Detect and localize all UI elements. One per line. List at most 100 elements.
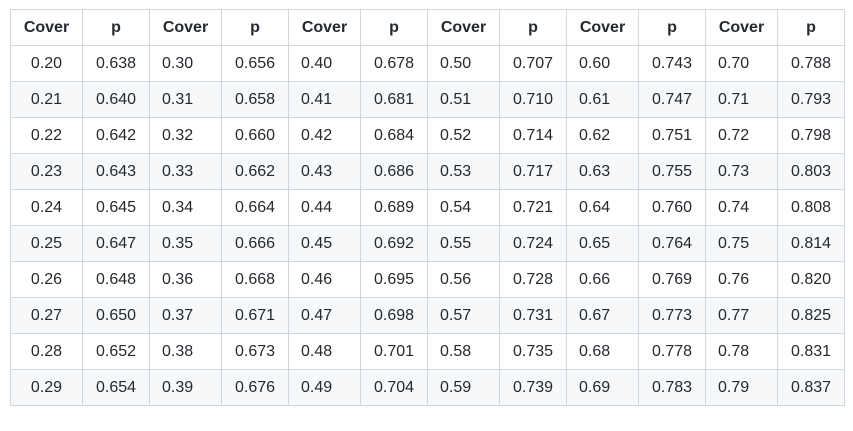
p-cell: 0.658 [221,81,289,118]
cover-cell: 0.57 [427,297,500,334]
p-cell: 0.721 [499,189,567,226]
cover-cell: 0.67 [566,297,639,334]
p-cell: 0.648 [82,261,150,298]
p-cell: 0.798 [777,117,845,154]
table-row: 0.26 0.648 0.36 0.668 0.46 0.695 0.56 0.728 0.66… [10,261,845,298]
cover-cell: 0.78 [705,333,778,370]
p-cell: 0.643 [82,153,150,190]
cover-cell: 0.44 [288,189,361,226]
p-cell: 0.735 [499,333,567,370]
cover-cell: 0.35 [149,225,222,262]
header-p: p [777,9,845,46]
cover-cell: 0.68 [566,333,639,370]
cover-cell: 0.66 [566,261,639,298]
p-cell: 0.743 [638,45,706,82]
cover-cell: 0.62 [566,117,639,154]
cover-cell: 0.73 [705,153,778,190]
cover-cell: 0.70 [705,45,778,82]
cover-cell: 0.36 [149,261,222,298]
p-cell: 0.707 [499,45,567,82]
table-row: 0.21 0.640 0.31 0.658 0.41 0.681 0.51 0.710 0.61… [10,81,845,118]
cover-cell: 0.61 [566,81,639,118]
header-cover: Cover [427,9,500,46]
p-cell: 0.678 [360,45,428,82]
cover-cell: 0.43 [288,153,361,190]
cover-cell: 0.38 [149,333,222,370]
p-cell: 0.701 [360,333,428,370]
cover-cell: 0.56 [427,261,500,298]
cover-cell: 0.55 [427,225,500,262]
p-cell: 0.831 [777,333,845,370]
table-body: 0.20 0.638 0.30 0.656 0.40 0.678 0.50 0.707 0.60… [10,45,845,406]
cover-cell: 0.33 [149,153,222,190]
p-cell: 0.660 [221,117,289,154]
p-cell: 0.788 [777,45,845,82]
cover-cell: 0.48 [288,333,361,370]
table-row: 0.25 0.647 0.35 0.666 0.45 0.692 0.55 0.724 0.65… [10,225,845,262]
p-cell: 0.773 [638,297,706,334]
p-cell: 0.695 [360,261,428,298]
table-row: 0.23 0.643 0.33 0.662 0.43 0.686 0.53 0.717 0.63… [10,153,845,190]
p-cell: 0.728 [499,261,567,298]
p-cell: 0.654 [82,369,150,406]
table-row: 0.22 0.642 0.32 0.660 0.42 0.684 0.52 0.714 0.62… [10,117,845,154]
p-cell: 0.825 [777,297,845,334]
header-cover: Cover [705,9,778,46]
cover-cell: 0.77 [705,297,778,334]
p-cell: 0.793 [777,81,845,118]
p-cell: 0.731 [499,297,567,334]
cover-cell: 0.71 [705,81,778,118]
p-cell: 0.692 [360,225,428,262]
table-row: 0.24 0.645 0.34 0.664 0.44 0.689 0.54 0.721 0.64… [10,189,845,226]
p-cell: 0.724 [499,225,567,262]
p-cell: 0.814 [777,225,845,262]
cover-cell: 0.27 [10,297,83,334]
p-cell: 0.783 [638,369,706,406]
p-cell: 0.704 [360,369,428,406]
p-cell: 0.650 [82,297,150,334]
p-cell: 0.652 [82,333,150,370]
p-cell: 0.710 [499,81,567,118]
p-cell: 0.747 [638,81,706,118]
p-cell: 0.642 [82,117,150,154]
cover-cell: 0.53 [427,153,500,190]
header-cover: Cover [288,9,361,46]
cover-cell: 0.26 [10,261,83,298]
cover-cell: 0.47 [288,297,361,334]
header-row: Cover p Cover p Cover p Cover p Cover p … [10,9,845,46]
header-cover: Cover [10,9,83,46]
cover-cell: 0.76 [705,261,778,298]
p-cell: 0.668 [221,261,289,298]
cover-cell: 0.64 [566,189,639,226]
p-cell: 0.681 [360,81,428,118]
cover-cell: 0.58 [427,333,500,370]
cover-cell: 0.72 [705,117,778,154]
cover-cell: 0.40 [288,45,361,82]
cover-cell: 0.75 [705,225,778,262]
p-cell: 0.803 [777,153,845,190]
p-cell: 0.717 [499,153,567,190]
table-row: 0.28 0.652 0.38 0.673 0.48 0.701 0.58 0.735 0.68… [10,333,845,370]
cover-cell: 0.69 [566,369,639,406]
table-row: 0.20 0.638 0.30 0.656 0.40 0.678 0.50 0.707 0.60… [10,45,845,82]
cover-p-table: Cover p Cover p Cover p Cover p Cover p … [10,9,845,406]
cover-cell: 0.51 [427,81,500,118]
cover-cell: 0.30 [149,45,222,82]
p-cell: 0.739 [499,369,567,406]
p-cell: 0.764 [638,225,706,262]
header-p: p [638,9,706,46]
cover-cell: 0.28 [10,333,83,370]
p-cell: 0.751 [638,117,706,154]
cover-cell: 0.37 [149,297,222,334]
p-cell: 0.689 [360,189,428,226]
p-cell: 0.686 [360,153,428,190]
p-cell: 0.808 [777,189,845,226]
cover-cell: 0.65 [566,225,639,262]
header-p: p [221,9,289,46]
cover-cell: 0.60 [566,45,639,82]
p-cell: 0.673 [221,333,289,370]
cover-cell: 0.63 [566,153,639,190]
cover-cell: 0.29 [10,369,83,406]
p-cell: 0.671 [221,297,289,334]
cover-cell: 0.74 [705,189,778,226]
